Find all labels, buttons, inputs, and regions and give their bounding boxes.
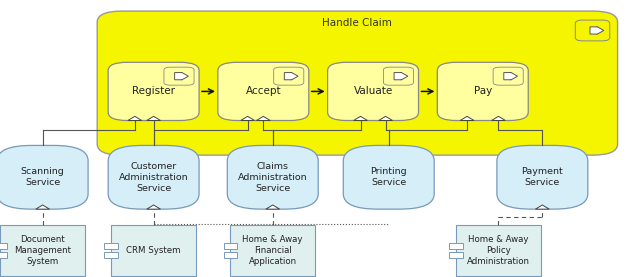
FancyBboxPatch shape: [218, 62, 308, 120]
FancyBboxPatch shape: [227, 145, 318, 209]
Polygon shape: [354, 116, 367, 120]
Bar: [1, 225, 85, 276]
FancyBboxPatch shape: [576, 20, 609, 41]
Text: Accept: Accept: [246, 86, 281, 96]
Polygon shape: [504, 72, 517, 80]
Polygon shape: [36, 205, 50, 209]
Bar: [223, 252, 237, 258]
Polygon shape: [590, 27, 604, 34]
Polygon shape: [174, 72, 188, 80]
Text: Document
Management
System: Document Management System: [14, 235, 71, 266]
Bar: [223, 243, 237, 249]
Bar: [231, 225, 315, 276]
FancyBboxPatch shape: [108, 145, 199, 209]
Text: Payment
Service: Payment Service: [522, 167, 563, 187]
FancyBboxPatch shape: [344, 145, 434, 209]
FancyBboxPatch shape: [273, 67, 303, 85]
Text: Customer
Administration
Service: Customer Administration Service: [119, 162, 189, 193]
Polygon shape: [535, 205, 549, 209]
Text: Pay: Pay: [473, 86, 492, 96]
Polygon shape: [147, 205, 161, 209]
FancyBboxPatch shape: [493, 67, 523, 85]
Bar: [449, 243, 463, 249]
Polygon shape: [241, 116, 255, 120]
Bar: [0, 243, 8, 249]
Polygon shape: [284, 72, 298, 80]
Text: Register: Register: [132, 86, 175, 96]
Polygon shape: [394, 72, 408, 80]
Bar: [104, 252, 118, 258]
Text: Handle Claim: Handle Claim: [322, 18, 393, 28]
Bar: [0, 252, 8, 258]
FancyBboxPatch shape: [327, 62, 419, 120]
FancyBboxPatch shape: [0, 145, 88, 209]
Text: Valuate: Valuate: [354, 86, 393, 96]
Polygon shape: [492, 116, 505, 120]
Bar: [456, 225, 540, 276]
FancyBboxPatch shape: [108, 62, 199, 120]
Text: Printing
Service: Printing Service: [371, 167, 407, 187]
Polygon shape: [128, 116, 142, 120]
Polygon shape: [256, 116, 270, 120]
Bar: [449, 252, 463, 258]
Bar: [112, 225, 196, 276]
FancyBboxPatch shape: [97, 11, 618, 155]
Polygon shape: [460, 116, 474, 120]
Polygon shape: [147, 116, 161, 120]
FancyBboxPatch shape: [164, 67, 194, 85]
FancyBboxPatch shape: [497, 145, 588, 209]
FancyBboxPatch shape: [438, 62, 529, 120]
Polygon shape: [379, 116, 393, 120]
Text: Home & Away
Policy
Administration: Home & Away Policy Administration: [467, 235, 530, 266]
FancyBboxPatch shape: [383, 67, 414, 85]
Text: CRM System: CRM System: [127, 246, 181, 255]
Text: Scanning
Service: Scanning Service: [21, 167, 65, 187]
Text: Home & Away
Financial
Application: Home & Away Financial Application: [243, 235, 303, 266]
Bar: [104, 243, 118, 249]
Polygon shape: [266, 205, 280, 209]
Text: Claims
Administration
Service: Claims Administration Service: [238, 162, 308, 193]
